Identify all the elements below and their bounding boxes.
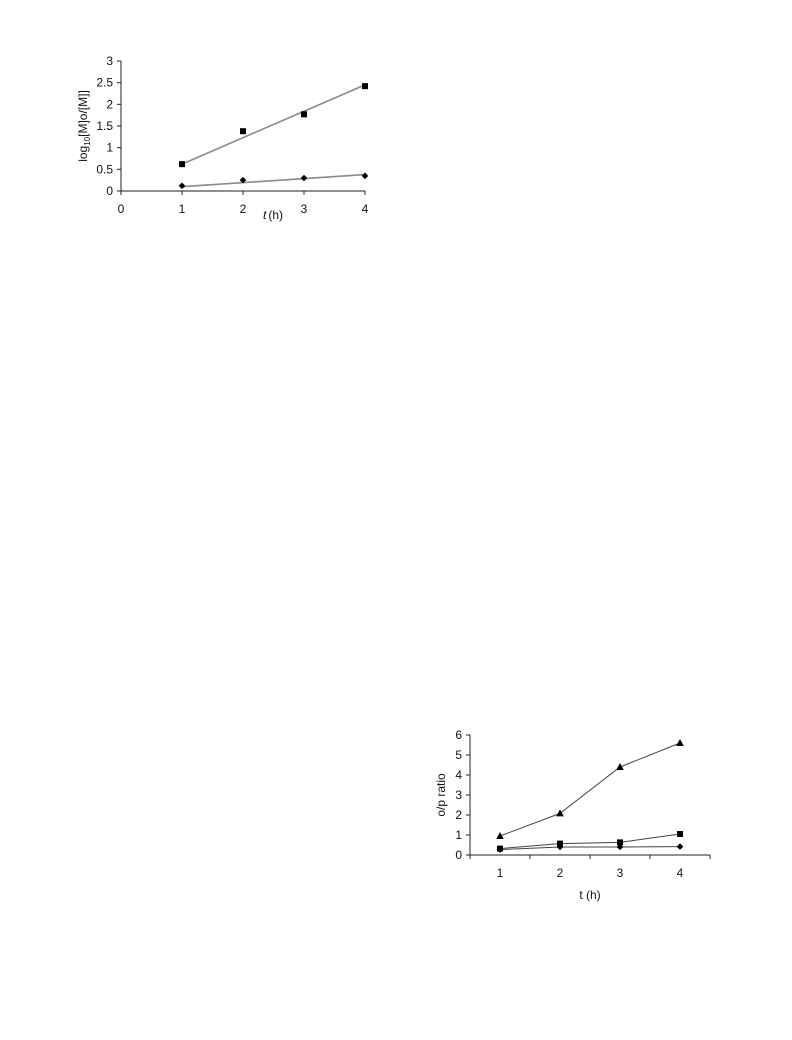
series-0	[496, 739, 684, 839]
y-tick-label: 3	[106, 54, 113, 68]
data-point-diamond	[556, 843, 564, 851]
data-point-diamond	[239, 176, 247, 184]
data-point-square	[557, 840, 563, 847]
y-axis-title: o/p ratio	[434, 773, 448, 817]
y-axis-title-sub: 10	[83, 136, 92, 145]
data-point-triangle	[496, 832, 504, 839]
y-tick-label: 1.5	[96, 119, 113, 133]
data-point-square	[362, 83, 368, 90]
data-point-diamond	[361, 172, 369, 180]
data-point-diamond	[616, 843, 624, 851]
data-point-triangle	[676, 739, 684, 746]
data-point-square	[240, 128, 246, 135]
x-tick-label: 0	[118, 202, 125, 216]
series-1	[497, 831, 683, 852]
series-1	[178, 172, 369, 190]
trendline-1	[181, 173, 366, 188]
y-tick-label: 4	[455, 768, 462, 782]
data-point-triangle	[616, 763, 624, 770]
y-tick-label: 0	[106, 184, 113, 198]
data-point-square	[617, 839, 623, 846]
x-axis-title: t (h)	[263, 208, 283, 222]
x-tick-label: 4	[362, 202, 369, 216]
data-point-diamond	[300, 174, 308, 182]
x-axis-title-var: t	[263, 208, 267, 222]
data-point-square	[497, 845, 503, 852]
trendline-0	[181, 84, 366, 165]
x-tick-label: 1	[497, 866, 504, 880]
x-axis-title-unit: (h)	[268, 208, 283, 222]
y-tick-label: 2.5	[96, 76, 113, 90]
data-point-square	[301, 111, 307, 118]
series-0	[179, 83, 368, 168]
y-tick-label: 2	[106, 97, 113, 111]
y-axis-title: log10[M]o/[M]]	[76, 90, 92, 162]
chart-log-conversion: 0 0.5 1 1.5 2 2.5 3 0 1 2 3 4 t (h) log10[M]o/[M]]	[76, 54, 369, 222]
x-tick-label: 1	[179, 202, 186, 216]
data-point-diamond	[676, 843, 684, 850]
x-axis-title: t (h)	[579, 888, 600, 902]
y-tick-label: 5	[455, 748, 462, 762]
series-line-2	[499, 846, 681, 851]
series-line-0	[499, 742, 681, 837]
series-2	[496, 843, 684, 853]
y-axis-title-main: log	[76, 146, 90, 162]
data-point-diamond	[178, 182, 186, 190]
y-tick-label: 0	[455, 848, 462, 862]
y-axis-title-rest: [M]o/[M]]	[76, 90, 90, 137]
data-point-triangle	[556, 809, 564, 817]
x-tick-label: 2	[240, 202, 247, 216]
y-tick-label: 3	[455, 788, 462, 802]
x-tick-label: 3	[617, 866, 624, 880]
y-tick-label: 1	[455, 828, 462, 842]
y-tick-label: 0.5	[96, 162, 113, 176]
data-point-square	[179, 161, 185, 168]
data-point-square	[677, 831, 683, 837]
data-point-diamond	[496, 846, 504, 853]
y-tick-label: 2	[455, 808, 462, 822]
x-tick-label: 2	[557, 866, 564, 880]
y-tick-label: 1	[106, 141, 113, 155]
x-tick-label: 4	[677, 866, 684, 880]
y-tick-label: 6	[455, 728, 462, 742]
x-tick-label: 3	[301, 202, 308, 216]
series-line-1	[499, 833, 681, 850]
